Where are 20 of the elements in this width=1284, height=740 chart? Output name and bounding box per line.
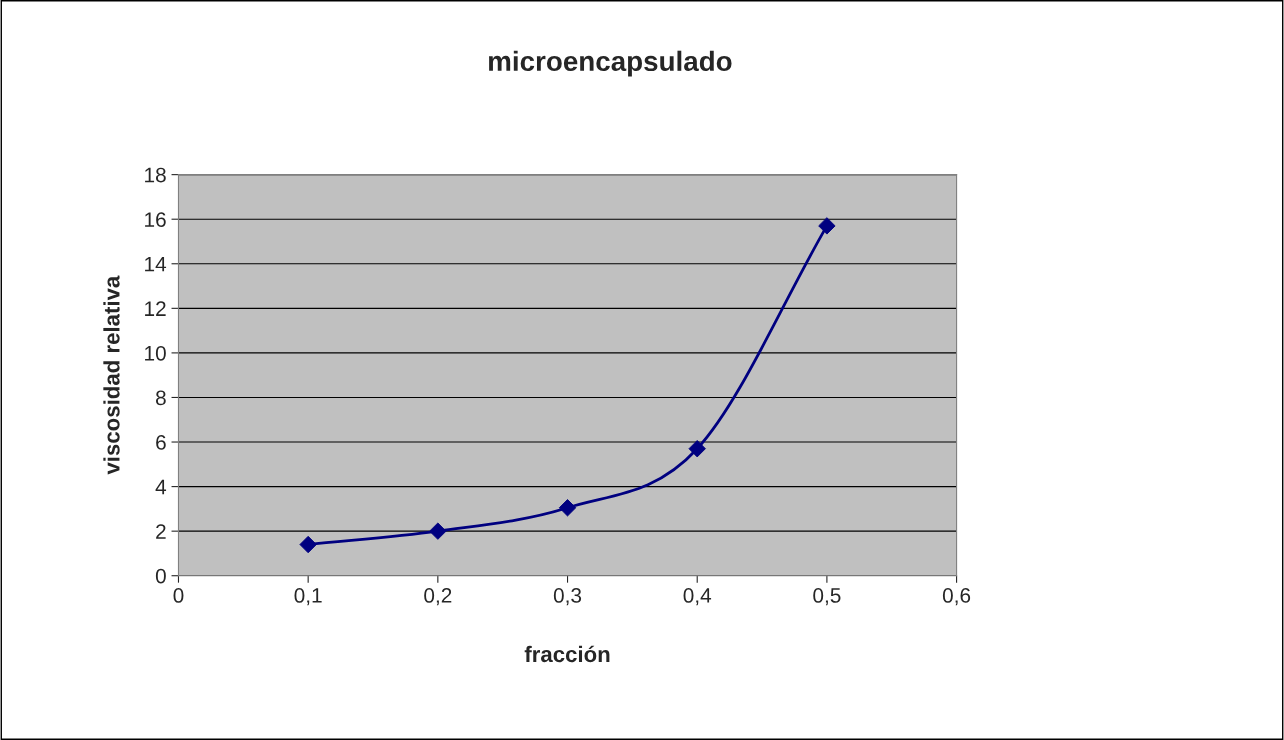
y-tick-label: 8	[155, 390, 166, 406]
x-tick-label: 0	[173, 588, 184, 603]
y-tick-label: 2	[156, 524, 166, 539]
chart-title: microencapsulado	[489, 50, 732, 77]
y-tick-label: 12	[145, 301, 166, 316]
y-tick-label: 10	[145, 345, 166, 361]
y-tick-label: 14	[145, 256, 167, 272]
x-tick-label: 0,5	[813, 588, 841, 606]
x-tick-label: 0,2	[424, 588, 452, 606]
y-tick-label: 0	[155, 568, 166, 584]
y-tick-label: 4	[155, 479, 167, 495]
x-tick-label: 0,6	[942, 588, 971, 606]
x-tick-label: 0,1	[294, 588, 322, 606]
y-tick-label: 16	[145, 212, 166, 227]
x-tick-label: 0,4	[683, 588, 712, 606]
y-axis-title: viscosidad relativa	[103, 275, 120, 475]
y-tick-label: 18	[145, 167, 166, 183]
x-axis-title: fracción	[524, 645, 610, 663]
y-tick-label: 6	[156, 435, 166, 450]
x-tick-label: 0,3	[553, 588, 582, 606]
